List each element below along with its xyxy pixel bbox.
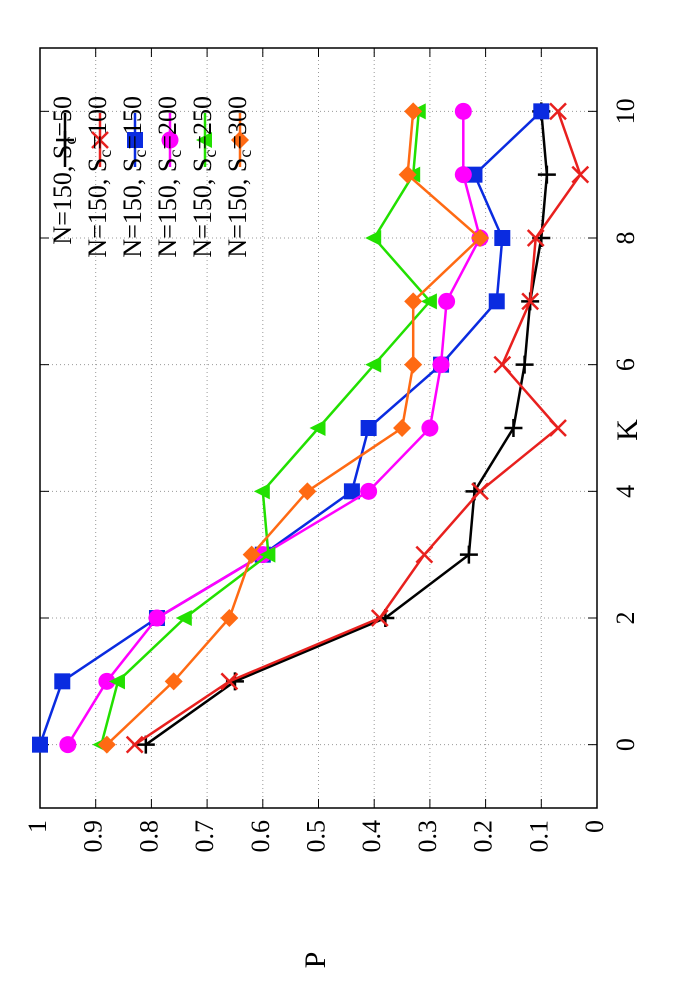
point <box>59 736 77 754</box>
point <box>571 165 590 184</box>
point <box>438 292 456 310</box>
y-tick-label: 0.4 <box>357 820 386 853</box>
y-tick-label: 0.6 <box>246 820 275 853</box>
legend-label: N=150, Sc=100 <box>83 96 115 258</box>
x-axis-label: K <box>611 419 644 441</box>
point <box>533 103 550 120</box>
legend-label: N=150, Sc=150 <box>118 96 150 258</box>
x-tick-label: 2 <box>611 612 640 625</box>
point <box>220 672 239 691</box>
point <box>488 293 505 310</box>
point <box>549 102 567 121</box>
point <box>471 482 489 501</box>
y-tick-label: 0.2 <box>469 820 498 853</box>
point <box>421 419 439 437</box>
point <box>549 419 567 437</box>
x-tick-label: 10 <box>611 98 640 124</box>
legend-entry: N=150, Sc=250 <box>188 96 220 258</box>
series-line <box>100 111 432 746</box>
y-tick-label: 0.9 <box>79 820 108 853</box>
legend-marker <box>127 132 143 148</box>
legend-label: N=150, Sc=300 <box>223 96 255 258</box>
point <box>360 420 377 436</box>
point <box>404 102 423 121</box>
point <box>164 672 183 691</box>
y-tick-label: 0.1 <box>524 820 553 853</box>
point <box>148 609 166 627</box>
y-tick-label: 0 <box>580 820 609 833</box>
point <box>504 419 523 437</box>
y-tick-label: 0.8 <box>134 820 163 853</box>
point <box>108 673 125 690</box>
y-axis-label: P <box>299 952 332 969</box>
legend-entry: N=150, Sc=100 <box>83 96 115 258</box>
point <box>370 609 389 627</box>
point <box>459 545 478 564</box>
point <box>98 672 116 690</box>
point <box>343 483 360 500</box>
point <box>32 736 48 753</box>
point <box>393 419 412 437</box>
point <box>309 420 326 436</box>
x-tick-label: 0 <box>611 738 640 751</box>
legend-marker <box>56 131 74 149</box>
point <box>220 609 239 627</box>
point <box>242 545 261 564</box>
legend-entry: N=150, Sc=200 <box>153 96 185 258</box>
x-tick-label: 4 <box>611 485 640 498</box>
point <box>432 356 450 374</box>
plot-frame <box>39 47 598 809</box>
point <box>398 165 417 184</box>
point <box>253 483 270 500</box>
point <box>515 355 534 374</box>
legend-label: N=150, Sc=250 <box>188 96 220 258</box>
point <box>493 355 512 374</box>
point <box>526 229 545 247</box>
y-tick-label: 0.3 <box>413 820 442 853</box>
series-line <box>38 110 543 746</box>
point <box>454 102 472 120</box>
point <box>494 230 511 246</box>
x-tick-label: 6 <box>611 358 640 371</box>
point <box>404 292 423 311</box>
point <box>54 673 71 690</box>
legend-entry: N=150, Sc=300 <box>223 96 255 258</box>
legend-entry: N=150, Sc=50 <box>48 96 80 245</box>
legend-marker <box>91 131 109 149</box>
y-tick-label: 1 <box>23 820 52 833</box>
point <box>420 293 437 310</box>
point <box>97 735 116 754</box>
x-tick-label: 8 <box>611 232 640 245</box>
point <box>365 356 382 373</box>
point <box>259 546 276 563</box>
point <box>537 165 556 184</box>
point <box>454 166 472 184</box>
point <box>471 229 490 247</box>
legend-label: N=150, Sc=200 <box>153 96 185 258</box>
point <box>175 610 192 626</box>
legend-marker <box>161 131 179 149</box>
point <box>360 482 378 500</box>
legend-marker <box>196 132 212 148</box>
point <box>125 735 144 754</box>
legend-entry: N=150, Sc=150 <box>118 96 150 258</box>
point <box>521 292 540 311</box>
y-tick-label: 0.5 <box>301 820 330 853</box>
point <box>298 482 317 501</box>
legend-label: N=150, Sc=50 <box>48 96 80 245</box>
point <box>404 355 423 374</box>
legend-marker <box>231 131 249 149</box>
point <box>365 230 382 246</box>
point <box>415 545 434 564</box>
y-tick-label: 0.7 <box>190 820 219 853</box>
